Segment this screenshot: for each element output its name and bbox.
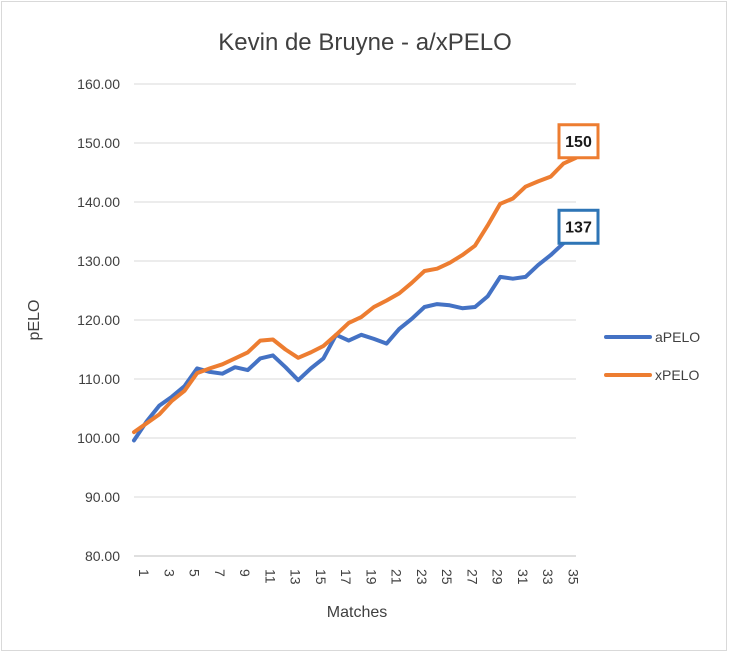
x-tick-label: 19 — [363, 569, 379, 585]
y-tick-label: 150.00 — [77, 135, 120, 151]
end-label-xpelo: 150 — [557, 123, 600, 160]
x-tick-label: 35 — [565, 569, 581, 585]
y-tick-label: 110.00 — [78, 371, 120, 387]
x-tick-label: 5 — [187, 569, 203, 577]
end-label-apelo: 137 — [557, 208, 600, 245]
legend-item-xpelo: xPELO — [604, 367, 699, 383]
y-axis-ticks: 80.00 90.00 100.00 110.00 120.00 130.00 140.00… — [77, 76, 120, 564]
x-tick-label: 27 — [464, 569, 480, 585]
legend: aPELO xPELO — [604, 329, 700, 383]
y-tick-label: 100.00 — [77, 430, 120, 446]
end-labels: 137 150 — [557, 123, 600, 245]
x-tick-label: 21 — [389, 569, 405, 585]
x-axis-title: Matches — [327, 604, 387, 621]
x-tick-label: 7 — [212, 569, 228, 577]
y-tick-label: 120.00 — [77, 312, 120, 328]
x-tick-label: 33 — [540, 569, 556, 585]
y-tick-label: 160.00 — [77, 76, 120, 92]
series-line-xpelo — [132, 155, 578, 435]
x-tick-label: 13 — [288, 569, 304, 585]
x-tick-label: 31 — [515, 569, 531, 585]
end-label-text: 150 — [565, 134, 592, 151]
x-axis-ticks: 1 3 5 7 9 11 13 15 17 19 21 23 25 27 29 31 33 35 — [136, 569, 581, 585]
chart-title: Kevin de Bruyne - a/xPELO — [218, 29, 511, 56]
end-label-box — [557, 208, 600, 245]
y-tick-label: 80.00 — [85, 548, 120, 564]
x-tick-label: 17 — [338, 569, 354, 585]
legend-item-apelo: aPELO — [604, 329, 700, 345]
x-tick-label: 11 — [262, 569, 278, 584]
end-label-box — [557, 123, 600, 160]
y-tick-label: 90.00 — [85, 489, 120, 505]
series-lines — [132, 155, 578, 443]
x-tick-label: 1 — [136, 569, 152, 577]
y-tick-label: 130.00 — [77, 253, 120, 269]
legend-label: aPELO — [655, 329, 700, 345]
end-label-text: 137 — [565, 219, 592, 236]
y-axis-title: pELO — [26, 300, 43, 341]
y-tick-label: 140.00 — [77, 194, 120, 210]
x-tick-label: 29 — [490, 569, 506, 585]
x-tick-label: 15 — [313, 569, 329, 585]
legend-label: xPELO — [655, 367, 699, 383]
x-tick-label: 9 — [237, 569, 253, 577]
x-tick-label: 25 — [439, 569, 455, 585]
x-tick-label: 23 — [414, 569, 430, 585]
x-tick-label: 3 — [161, 569, 177, 577]
series-line-apelo — [132, 231, 578, 443]
